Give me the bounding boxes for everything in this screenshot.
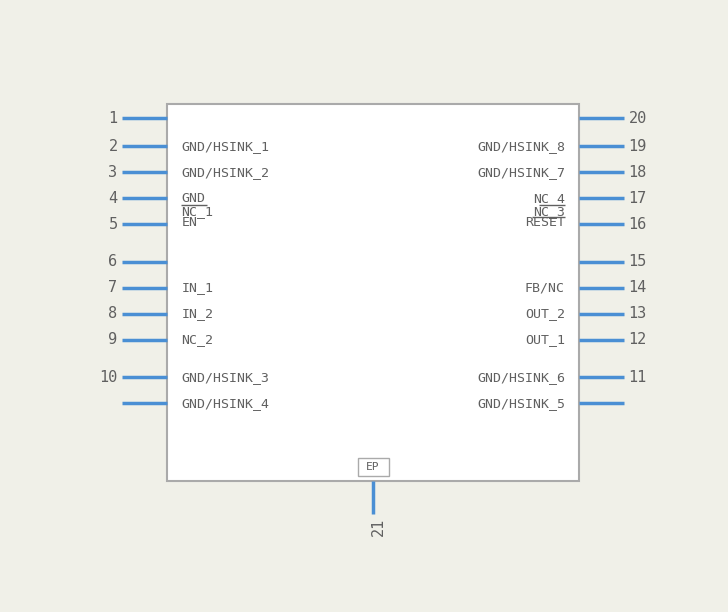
Text: 20: 20 (629, 111, 647, 125)
Text: FB/NC: FB/NC (525, 282, 565, 294)
Text: 14: 14 (629, 280, 647, 296)
Text: 17: 17 (629, 191, 647, 206)
Text: NC_2: NC_2 (181, 333, 213, 346)
Text: RESET: RESET (525, 216, 565, 230)
Text: GND/HSINK_2: GND/HSINK_2 (181, 166, 269, 179)
Text: 2: 2 (108, 139, 117, 154)
Text: 4: 4 (108, 191, 117, 206)
Text: 13: 13 (629, 306, 647, 321)
Text: 1: 1 (108, 111, 117, 125)
Text: 21: 21 (371, 518, 387, 536)
Text: 18: 18 (629, 165, 647, 180)
Text: 16: 16 (629, 217, 647, 232)
Text: OUT_1: OUT_1 (525, 333, 565, 346)
Text: 10: 10 (99, 370, 117, 385)
Text: 19: 19 (629, 139, 647, 154)
Text: 7: 7 (108, 280, 117, 296)
Text: 5: 5 (108, 217, 117, 232)
Text: NC_4: NC_4 (533, 192, 565, 205)
Text: GND/HSINK_6: GND/HSINK_6 (477, 371, 565, 384)
Text: GND/HSINK_3: GND/HSINK_3 (181, 371, 269, 384)
Text: GND/HSINK_5: GND/HSINK_5 (477, 397, 565, 410)
Text: 9: 9 (108, 332, 117, 347)
Text: NC_3: NC_3 (533, 204, 565, 217)
Text: 6: 6 (108, 255, 117, 269)
Text: 3: 3 (108, 165, 117, 180)
Text: GND/HSINK_1: GND/HSINK_1 (181, 140, 269, 153)
Text: 15: 15 (629, 255, 647, 269)
Bar (167, 104, 579, 481)
Text: IN_1: IN_1 (181, 282, 213, 294)
Text: GND/HSINK_8: GND/HSINK_8 (477, 140, 565, 153)
Text: 11: 11 (629, 370, 647, 385)
Text: 12: 12 (629, 332, 647, 347)
Text: 8: 8 (108, 306, 117, 321)
Text: EN: EN (181, 216, 197, 230)
Text: GND/HSINK_4: GND/HSINK_4 (181, 397, 269, 410)
Text: NC_1: NC_1 (181, 204, 213, 217)
Text: IN_2: IN_2 (181, 307, 213, 320)
Bar (357, 458, 389, 476)
Text: EP: EP (366, 462, 380, 472)
Text: GND: GND (181, 192, 205, 205)
Text: GND/HSINK_7: GND/HSINK_7 (477, 166, 565, 179)
Text: OUT_2: OUT_2 (525, 307, 565, 320)
